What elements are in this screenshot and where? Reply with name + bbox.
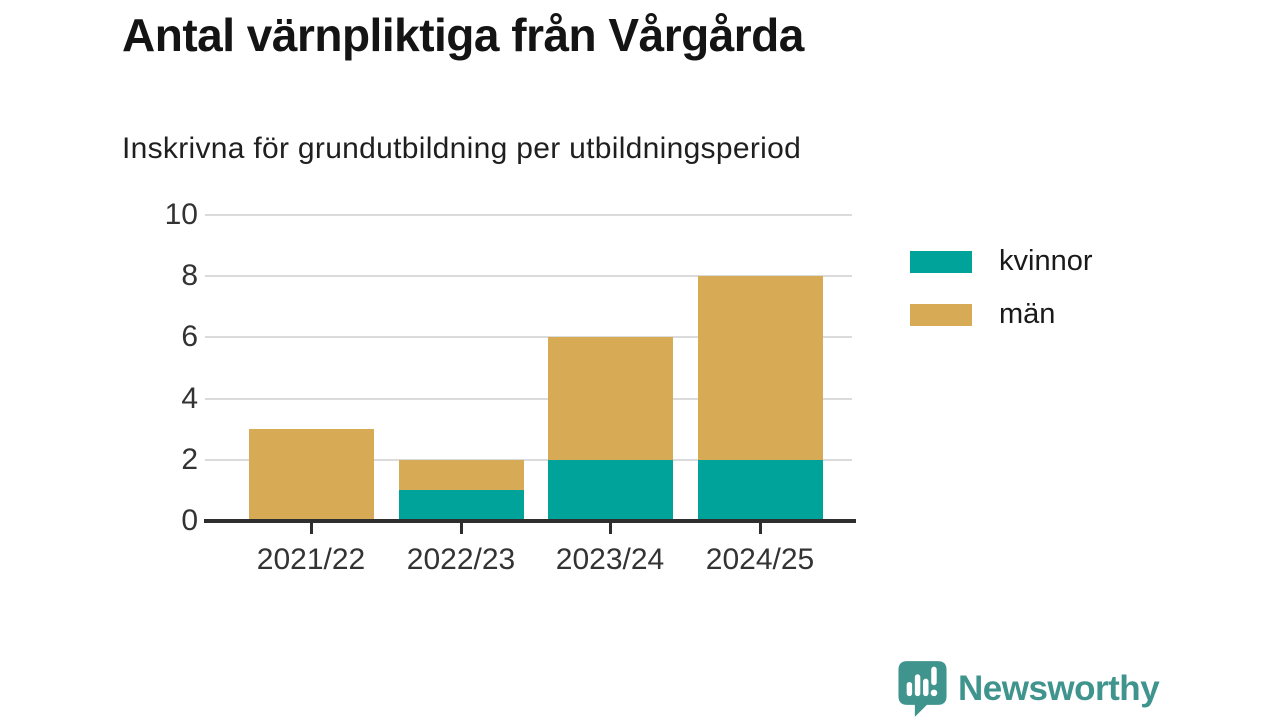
x-tick-label: 2021/22 — [256, 543, 366, 576]
chart-subtitle: Inskrivna för grundutbildning per utbild… — [122, 132, 802, 165]
y-tick-label: 0 — [181, 504, 198, 537]
bar-segment-kvinnor — [547, 459, 673, 521]
gridline — [205, 275, 852, 278]
bar-segment-män — [398, 459, 524, 491]
x-tick-label: 2022/23 — [406, 543, 516, 576]
bar-segment-män — [697, 276, 823, 460]
gridline — [205, 336, 852, 339]
y-tick-label: 2 — [181, 442, 198, 476]
gridline — [205, 458, 852, 461]
x-axis-line — [204, 519, 856, 523]
bar-segment-män — [547, 337, 673, 460]
logo-text: Newsworthy — [958, 668, 1160, 708]
bar-segment-män — [248, 429, 374, 521]
gridline — [205, 214, 852, 216]
legend-label: kvinnor — [999, 245, 1093, 277]
x-tick-label: 2023/24 — [555, 543, 665, 576]
chart-legend: kvinnor män — [910, 247, 1093, 329]
bar-chart-speech-bubble-icon — [898, 661, 947, 717]
y-tick-label: 6 — [181, 320, 198, 354]
y-tick-label: 10 — [164, 198, 198, 231]
x-tick-mark — [608, 522, 612, 534]
x-tick-mark — [459, 522, 463, 534]
y-tick-label: 4 — [181, 381, 198, 415]
legend-item-män: män — [910, 300, 1093, 329]
legend-swatch — [910, 303, 972, 326]
x-tick-mark — [309, 522, 313, 534]
newsworthy-logo: Newsworthy — [895, 659, 1160, 718]
legend-swatch — [910, 250, 972, 273]
gridline — [205, 397, 852, 400]
legend-label: män — [999, 298, 1056, 330]
x-tick-label: 2024/25 — [705, 543, 815, 576]
x-tick-mark — [758, 522, 762, 534]
legend-item-kvinnor: kvinnor — [910, 247, 1093, 276]
bar-segment-kvinnor — [697, 459, 823, 521]
chart-title: Antal värnpliktiga från Vårgårda — [122, 9, 804, 61]
bar-segment-kvinnor — [398, 490, 524, 521]
y-tick-label: 8 — [181, 259, 198, 293]
